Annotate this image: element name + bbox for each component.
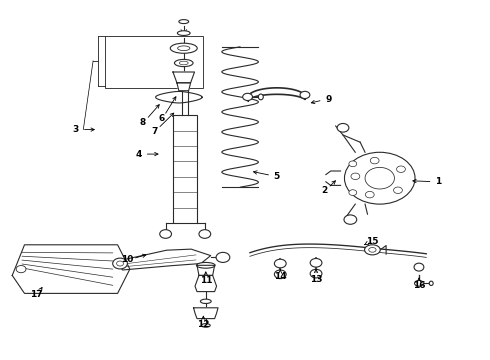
Circle shape bbox=[396, 166, 405, 172]
Polygon shape bbox=[195, 275, 217, 292]
Text: 9: 9 bbox=[325, 94, 332, 104]
Ellipse shape bbox=[429, 281, 433, 285]
Ellipse shape bbox=[196, 262, 215, 268]
Text: 8: 8 bbox=[140, 118, 146, 127]
Circle shape bbox=[344, 152, 415, 204]
Circle shape bbox=[243, 93, 252, 100]
Ellipse shape bbox=[177, 46, 190, 50]
Circle shape bbox=[274, 270, 286, 279]
Circle shape bbox=[351, 173, 360, 180]
Ellipse shape bbox=[177, 31, 190, 35]
Text: 16: 16 bbox=[413, 281, 425, 289]
Circle shape bbox=[349, 190, 357, 195]
Ellipse shape bbox=[179, 19, 189, 24]
Ellipse shape bbox=[174, 59, 193, 67]
Circle shape bbox=[344, 215, 357, 224]
Text: 4: 4 bbox=[135, 150, 142, 158]
Polygon shape bbox=[118, 249, 211, 270]
Text: 6: 6 bbox=[159, 114, 165, 123]
Circle shape bbox=[274, 259, 286, 268]
Text: 11: 11 bbox=[199, 276, 212, 285]
Polygon shape bbox=[177, 83, 191, 91]
Text: 5: 5 bbox=[274, 172, 280, 181]
Polygon shape bbox=[12, 245, 130, 293]
Text: 15: 15 bbox=[366, 237, 379, 246]
Circle shape bbox=[216, 252, 230, 262]
Ellipse shape bbox=[414, 263, 424, 271]
Circle shape bbox=[365, 167, 394, 189]
Circle shape bbox=[337, 123, 349, 132]
Ellipse shape bbox=[415, 280, 423, 286]
Circle shape bbox=[366, 192, 374, 198]
Text: 2: 2 bbox=[321, 186, 327, 195]
Polygon shape bbox=[194, 308, 218, 319]
Circle shape bbox=[310, 258, 322, 267]
Ellipse shape bbox=[179, 61, 188, 65]
Text: 17: 17 bbox=[30, 290, 43, 299]
Bar bbox=[173, 115, 197, 223]
Circle shape bbox=[349, 161, 357, 167]
Text: 1: 1 bbox=[436, 177, 441, 186]
Text: 7: 7 bbox=[151, 127, 158, 136]
Circle shape bbox=[393, 187, 402, 193]
Circle shape bbox=[199, 230, 211, 238]
Ellipse shape bbox=[201, 324, 210, 327]
Circle shape bbox=[113, 258, 127, 269]
Circle shape bbox=[16, 266, 26, 273]
Circle shape bbox=[117, 261, 123, 266]
Text: 3: 3 bbox=[73, 125, 79, 134]
Text: 12: 12 bbox=[197, 320, 210, 329]
Circle shape bbox=[310, 269, 322, 278]
Polygon shape bbox=[197, 265, 215, 275]
Ellipse shape bbox=[368, 248, 376, 252]
Ellipse shape bbox=[171, 43, 197, 53]
Text: 10: 10 bbox=[121, 256, 134, 264]
Ellipse shape bbox=[258, 94, 263, 100]
Circle shape bbox=[160, 230, 172, 238]
Ellipse shape bbox=[200, 299, 211, 303]
Circle shape bbox=[300, 91, 310, 99]
Bar bbox=[105, 36, 203, 88]
Polygon shape bbox=[156, 91, 202, 103]
Text: 13: 13 bbox=[310, 274, 322, 284]
Polygon shape bbox=[173, 72, 195, 83]
Circle shape bbox=[370, 157, 379, 164]
Text: 14: 14 bbox=[274, 272, 287, 281]
Ellipse shape bbox=[365, 245, 380, 255]
